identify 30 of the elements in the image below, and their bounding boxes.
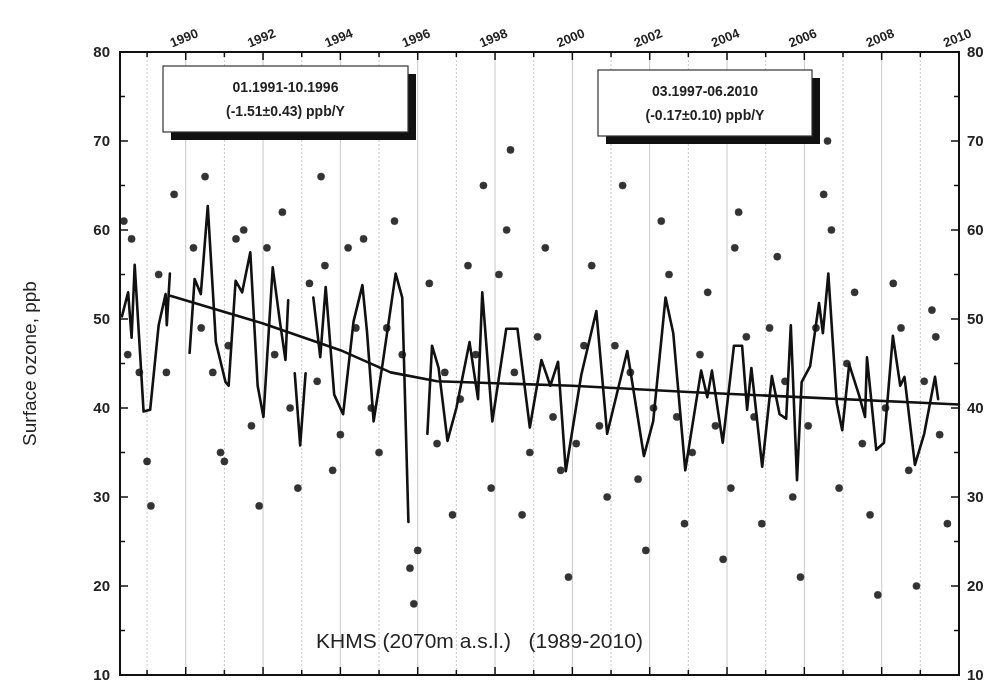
y-tick-label: 40 bbox=[93, 399, 110, 417]
y2-tick-label: 40 bbox=[967, 399, 984, 417]
x-tick-label: 2002 bbox=[631, 25, 665, 51]
y-tick-label: 60 bbox=[93, 221, 110, 239]
y2-tick-label: 60 bbox=[967, 221, 984, 239]
y2-tick-label: 20 bbox=[967, 577, 984, 595]
annotation: 01.1991-10.1996 (-1.51±0.43) ppb/Y bbox=[226, 79, 346, 119]
annotation: 03.1997-06.2010 (-0.17±0.10) ppb/Y bbox=[645, 83, 766, 123]
y-tick-label: 30 bbox=[93, 488, 110, 506]
x-tick-label: 1998 bbox=[477, 25, 510, 51]
x-tick-label: 2004 bbox=[709, 25, 743, 51]
x-tick-label: 2006 bbox=[786, 25, 819, 51]
y-tick-label: 80 bbox=[93, 43, 110, 61]
y2-tick-label: 80 bbox=[967, 43, 984, 61]
y-axis-title: Surface ozone, ppb bbox=[19, 281, 40, 446]
y2-tick-label: 30 bbox=[967, 488, 984, 506]
y2-tick-label: 10 bbox=[967, 666, 984, 684]
y-tick-label: 10 bbox=[93, 666, 110, 684]
annotation: KHMS (2070m a.s.l.) (1989-2010) bbox=[316, 629, 643, 652]
y-tick-label: 20 bbox=[93, 577, 110, 595]
x-tick-label: 1990 bbox=[167, 25, 201, 51]
x-tick-label: 2008 bbox=[863, 25, 897, 51]
y2-tick-label: 70 bbox=[967, 132, 984, 150]
x-tick-label: 2000 bbox=[554, 25, 587, 51]
y-tick-label: 50 bbox=[93, 310, 110, 328]
y2-tick-label: 50 bbox=[967, 310, 984, 328]
x-tick-label: 1996 bbox=[399, 25, 433, 51]
x-tick-label: 1994 bbox=[322, 25, 356, 51]
x-tick-label: 1992 bbox=[245, 25, 278, 51]
y-tick-label: 70 bbox=[93, 132, 110, 150]
